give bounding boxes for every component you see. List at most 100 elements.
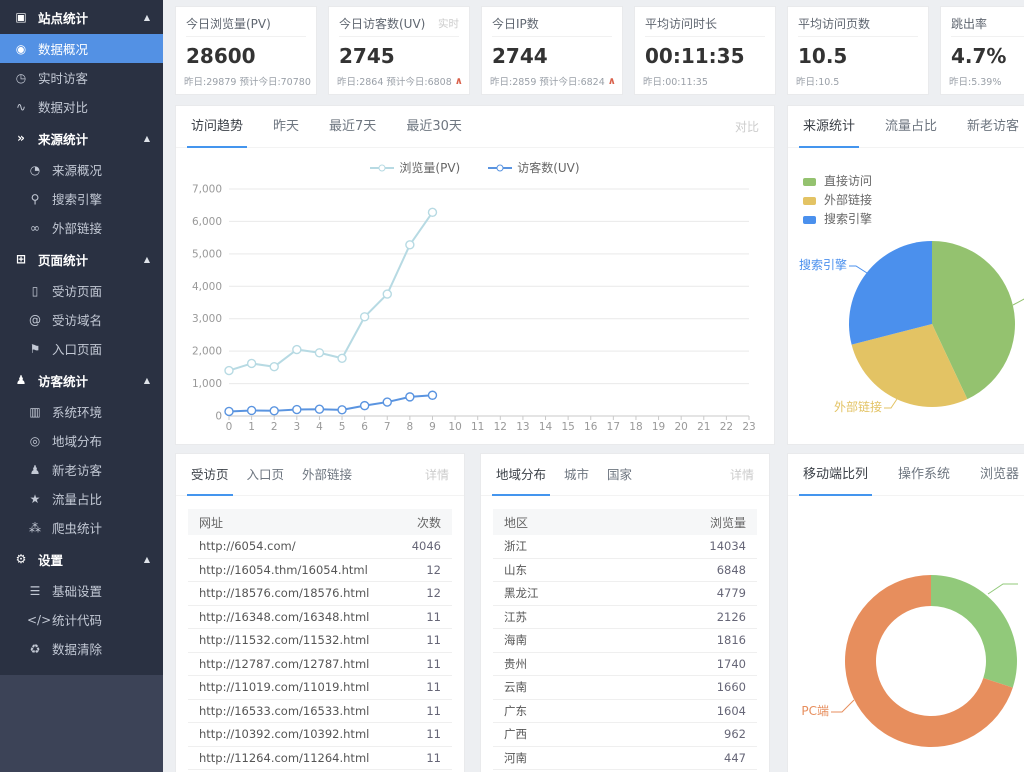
table-row[interactable]: http://12787.com/12787.html 11 [188,653,452,677]
collapse-arrow-icon[interactable]: ▲ [144,376,150,385]
svg-text:21: 21 [697,421,710,433]
stat-card-subtext: 昨日:29879 预计今日:70780 [184,74,311,88]
table-row[interactable]: 广西 962 [493,723,757,747]
tab-entry-pages[interactable]: 入口页 [247,454,285,496]
url-cell[interactable]: http://16533.com/16533.html [199,704,369,718]
sidebar-item[interactable]: </> 统计代码 [0,605,163,634]
stat-card-duration: 平均访问时长 00:11:35 昨日:00:11:35 [634,6,776,95]
table-row[interactable]: http://6054.com/ 4046 [188,535,452,559]
table-row[interactable]: 山东 6848 [493,559,757,583]
sidebar-item[interactable]: ▥ 系统环境 [0,397,163,426]
details-link[interactable]: 详情 [425,466,449,483]
sidebar-item[interactable]: ♟ 访客统计 ▲ [0,363,163,397]
tab-country[interactable]: 国家 [607,454,632,496]
table-row[interactable]: 广东 1604 [493,700,757,724]
sidebar-item-icon: @ [27,313,43,327]
svg-text:19: 19 [652,421,665,433]
legend-item-external[interactable]: 外部链接 [803,191,872,210]
sidebar-item[interactable]: ∞ 外部链接 [0,213,163,242]
sidebar-item[interactable]: » 来源统计 ▲ [0,121,163,155]
table-row[interactable]: 浙江 14034 [493,535,757,559]
table-row[interactable]: http://16054.thm/16054.html 12 [188,559,452,583]
sidebar-item[interactable]: ∿ 数据对比 [0,92,163,121]
tab-visit-trend[interactable]: 访问趋势 [191,106,243,148]
sidebar-item[interactable]: ★ 流量占比 [0,484,163,513]
sidebar-item[interactable]: ◉ 数据概况 [0,34,163,63]
sidebar-item[interactable]: ⚑ 入口页面 [0,334,163,363]
sidebar-item[interactable]: ⚙ 设置 ▲ [0,542,163,576]
source-stats-panel: 来源统计 流量占比 新老访客 直接访问外部链接搜索引擎 直接访问 外部链接 搜索… [787,105,1024,445]
sidebar-item[interactable]: ◔ 来源概况 [0,155,163,184]
stat-card-title: 平均访问时长 [645,15,717,32]
url-cell[interactable]: http://12787.com/12787.html [199,657,369,671]
url-cell[interactable]: http://11532.com/11532.html [199,633,369,647]
table-row[interactable]: http://16533.com/16533.html 11 [188,700,452,724]
sidebar-item[interactable]: ♻ 数据清除 [0,634,163,663]
legend-item-search[interactable]: 搜索引擎 [803,210,872,229]
table-row[interactable]: 云南 1660 [493,676,757,700]
uv-series-icon [488,163,512,173]
table-row[interactable]: http://16348.com/16348.html 11 [188,606,452,630]
url-cell[interactable]: http://16348.com/16348.html [199,610,369,624]
compare-link[interactable]: 对比 [735,118,759,135]
sidebar-item-label: 系统环境 [52,402,102,421]
sidebar-item[interactable]: ▣ 站点统计 ▲ [0,0,163,34]
tab-source-stats[interactable]: 来源统计 [803,106,855,148]
table-row[interactable]: 贵州 1740 [493,653,757,677]
url-cell[interactable]: http://6054.com/ [199,539,296,553]
url-cell[interactable]: http://11019.com/11019.html [199,680,369,694]
count-cell: 12 [426,563,441,577]
url-cell[interactable]: http://11264.com/11264.html [199,751,369,765]
sidebar: ▣ 站点统计 ▲ ◉ 数据概况 ◷ 实时访客 ∿ 数据对比 [0,0,163,772]
url-cell[interactable]: http://18576.com/18576.html [199,586,369,600]
collapse-arrow-icon[interactable]: ▲ [144,13,150,22]
views-cell: 962 [724,727,746,741]
collapse-arrow-icon[interactable]: ▲ [144,134,150,143]
sidebar-item[interactable]: ⚲ 搜索引擎 [0,184,163,213]
tab-visited-pages[interactable]: 受访页 [191,454,229,496]
tab-city[interactable]: 城市 [564,454,589,496]
table-row[interactable]: 黑龙江 4779 [493,582,757,606]
table-row[interactable]: 江苏 2126 [493,606,757,630]
tab-last-30-days[interactable]: 最近30天 [406,106,462,148]
sidebar-item[interactable]: ⁂ 爬虫统计 [0,513,163,542]
sidebar-item[interactable]: ♟ 新老访客 [0,455,163,484]
sidebar-item-label: 入口页面 [52,339,102,358]
svg-text:15: 15 [561,421,574,433]
table-row[interactable]: 河南 447 [493,747,757,771]
table-row[interactable]: http://10392.com/10392.html 11 [188,723,452,747]
url-cell[interactable]: http://10392.com/10392.html [199,727,369,741]
legend-item-direct[interactable]: 直接访问 [803,172,872,191]
svg-text:16: 16 [584,421,598,433]
url-cell[interactable]: http://16054.thm/16054.html [199,563,368,577]
tab-mobile-ratio[interactable]: 移动端比列 [803,454,868,496]
sidebar-item-icon: ♟ [13,373,29,387]
tab-region[interactable]: 地域分布 [496,454,546,496]
sidebar-item[interactable]: ◷ 实时访客 [0,63,163,92]
legend-item-pv[interactable]: 浏览量(PV) [370,159,460,176]
tab-last-7-days[interactable]: 最近7天 [329,106,376,148]
region-cell: 云南 [504,679,527,695]
tab-yesterday[interactable]: 昨天 [273,106,299,148]
details-link[interactable]: 详情 [730,466,754,483]
table-row[interactable]: http://11019.com/11019.html 11 [188,676,452,700]
sidebar-item-label: 实时访客 [38,68,88,87]
legend-item-uv[interactable]: 访客数(UV) [488,159,579,176]
tab-traffic-share[interactable]: 流量占比 [885,106,937,148]
collapse-arrow-icon[interactable]: ▲ [144,555,150,564]
sidebar-item[interactable]: ▯ 受访页面 [0,276,163,305]
sidebar-item[interactable]: ☰ 基础设置 [0,576,163,605]
collapse-arrow-icon[interactable]: ▲ [144,255,150,264]
table-row[interactable]: http://11532.com/11532.html 11 [188,629,452,653]
table-row[interactable]: http://11264.com/11264.html 11 [188,747,452,771]
tab-external-links[interactable]: 外部链接 [302,454,352,496]
tab-os[interactable]: 操作系统 [898,454,950,496]
sidebar-item[interactable]: ⊞ 页面统计 ▲ [0,242,163,276]
sidebar-item[interactable]: ◎ 地域分布 [0,426,163,455]
table-row[interactable]: 海南 1816 [493,629,757,653]
table-row[interactable]: http://18576.com/18576.html 12 [188,582,452,606]
sidebar-item[interactable]: @ 受访域名 [0,305,163,334]
tab-new-old-visitors[interactable]: 新老访客 [967,106,1019,148]
tab-browser[interactable]: 浏览器 [980,454,1019,496]
svg-text:22: 22 [720,421,733,433]
